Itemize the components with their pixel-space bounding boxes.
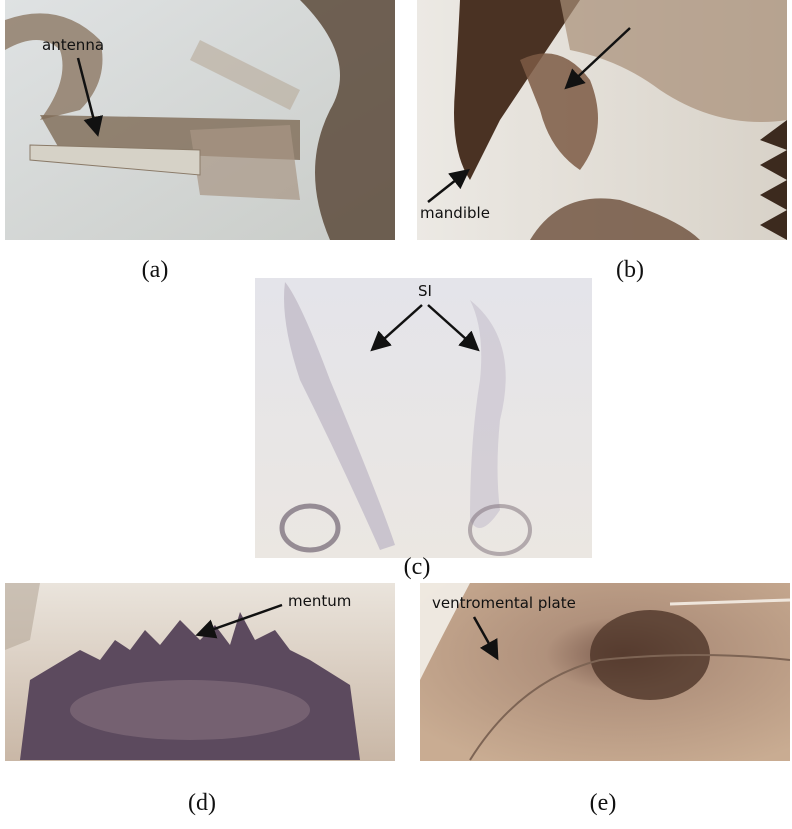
figure: antenna mandible SI mentum ventromental … — [0, 0, 792, 829]
panel-c-image — [255, 278, 592, 558]
annotation: mandible — [420, 204, 490, 222]
annotation: mentum — [288, 592, 351, 610]
panel-label: (b) — [616, 257, 644, 283]
panel-label: (d) — [188, 790, 216, 816]
panel-label: (c) — [404, 554, 431, 580]
panel-label: (e) — [590, 790, 617, 816]
panel-label: (a) — [142, 257, 169, 283]
annotation: SI — [418, 282, 432, 300]
annotation: ventromental plate — [432, 594, 576, 612]
annotation: antenna — [42, 36, 104, 54]
